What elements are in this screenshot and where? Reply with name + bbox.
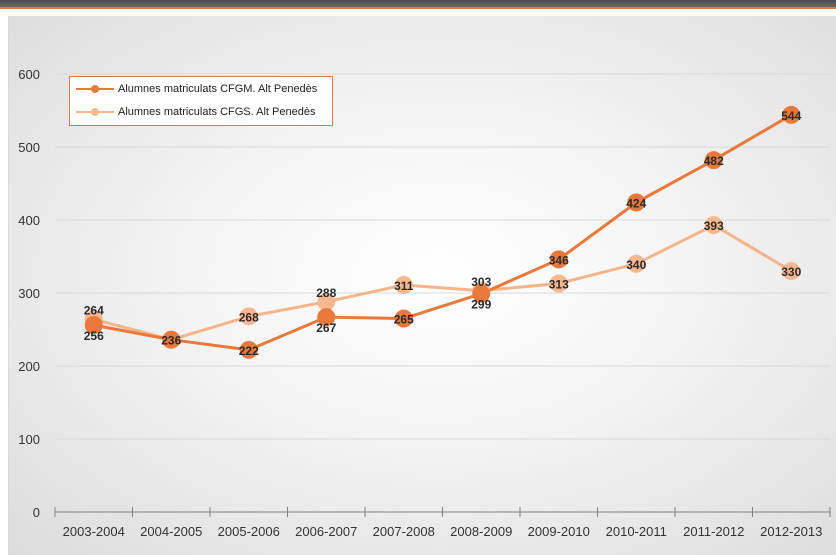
legend-swatch-cfgs	[76, 104, 114, 120]
y-tick-label: 300	[18, 286, 40, 301]
x-tick-label: 2006-2007	[295, 524, 357, 539]
x-tick-label: 2009-2010	[528, 524, 590, 539]
x-tick-label: 2007-2008	[373, 524, 435, 539]
x-axis: 2003-2004 2004-2005 2005-2006 2006-2007 2007…	[54, 507, 831, 539]
data-label-cfgs: 268	[239, 310, 259, 324]
gridlines	[55, 73, 830, 440]
data-label-cfgm: 222	[239, 344, 259, 358]
data-point-cfgs	[317, 292, 336, 311]
data-label-cfgs: 288	[316, 286, 336, 300]
data-label-cfgm: 424	[626, 196, 646, 210]
top-bar	[0, 0, 836, 7]
data-point-cfgm	[84, 316, 103, 335]
data-point-cfgm	[472, 284, 491, 303]
x-tick-label: 2003-2004	[63, 524, 125, 539]
data-label-cfgs: 330	[781, 265, 801, 279]
data-point-cfgm	[162, 330, 181, 349]
data-point-cfgm	[239, 340, 258, 359]
legend-item-cfgs: Alumnes matriculats CFGS. Alt Penedès	[76, 104, 315, 120]
legend-item-cfgm: Alumnes matriculats CFGM. Alt Penedès	[76, 81, 317, 97]
data-point-cfgs	[782, 262, 801, 281]
legend-swatch-cfgm	[76, 81, 114, 97]
data-point-cfgm	[782, 105, 801, 124]
data-label-cfgs: 264	[84, 303, 104, 317]
series-lines	[93, 113, 793, 352]
y-tick-label: 600	[18, 67, 40, 82]
x-tick-label: 2005-2006	[218, 524, 280, 539]
series-line-cfgs	[93, 223, 793, 342]
data-point-cfgs	[394, 275, 413, 294]
x-tick-label: 2012-2013	[760, 524, 822, 539]
series-markers	[84, 105, 801, 359]
data-label-cfgs: 313	[549, 278, 569, 292]
data-labels: 264 256 236 222 268 288 267 265 311 303 299 346 313 4…	[84, 109, 802, 358]
y-tick-label: 200	[18, 359, 40, 374]
data-label-cfgs: 303	[471, 275, 491, 289]
data-label-cfgm: 482	[704, 154, 724, 168]
legend-label-cfgm: Alumnes matriculats CFGM. Alt Penedès	[118, 83, 318, 95]
top-bar-accent	[0, 7, 836, 9]
x-tick-label: 2011-2012	[683, 524, 744, 539]
data-point-cfgm	[704, 151, 723, 170]
data-point-cfgs	[704, 216, 723, 235]
data-point-cfgm	[549, 250, 568, 269]
y-tick-label: 500	[18, 140, 40, 155]
legend: Alumnes matriculats CFGM. Alt Penedès Al…	[69, 76, 333, 126]
data-label-cfgm: 267	[316, 321, 336, 335]
data-label-cfgm: 265	[394, 313, 414, 327]
x-tick-label: 2008-2009	[450, 524, 512, 539]
y-axis-tick-labels: 0 100 200 300 400 500 600	[18, 67, 40, 520]
data-point-cfgs	[549, 274, 568, 293]
data-label-cfgm: 346	[549, 253, 569, 267]
data-label-cfgm: 299	[471, 298, 491, 312]
data-label-cfgs: 393	[704, 219, 724, 233]
data-label-cfgm: 236	[161, 334, 181, 348]
data-point-cfgm	[394, 309, 413, 328]
data-point-cfgs	[627, 254, 646, 273]
data-label-cfgs: 311	[394, 279, 414, 293]
data-label-cfgm: 256	[84, 329, 104, 343]
data-point-cfgs	[239, 307, 258, 326]
y-tick-label: 100	[18, 432, 40, 447]
y-tick-label: 0	[33, 505, 40, 520]
series-line-cfgm	[93, 113, 793, 352]
legend-label-cfgs: Alumnes matriculats CFGS. Alt Penedès	[118, 106, 316, 118]
data-point-cfgm	[627, 193, 646, 212]
data-label-cfgm: 544	[781, 109, 801, 123]
x-tick-label: 2004-2005	[140, 524, 202, 539]
data-point-cfgm	[317, 308, 336, 327]
y-tick-label: 400	[18, 213, 40, 228]
x-tick-label: 2010-2011	[606, 524, 667, 539]
data-label-cfgs: 340	[626, 258, 646, 272]
